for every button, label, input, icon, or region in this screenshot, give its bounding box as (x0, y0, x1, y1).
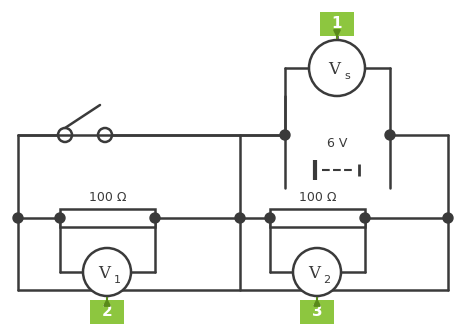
Circle shape (442, 213, 452, 223)
Bar (269, 209, 364, 227)
Circle shape (359, 213, 369, 223)
Circle shape (55, 213, 65, 223)
Text: 3: 3 (311, 304, 322, 319)
Text: 6 V: 6 V (326, 137, 347, 150)
Circle shape (308, 40, 364, 96)
Text: 1: 1 (331, 16, 342, 31)
Circle shape (83, 248, 131, 296)
Circle shape (292, 248, 340, 296)
Text: s: s (344, 71, 349, 81)
Bar (60, 209, 155, 227)
Circle shape (234, 213, 244, 223)
Text: V: V (307, 265, 319, 282)
FancyBboxPatch shape (319, 12, 353, 36)
Text: V: V (98, 265, 110, 282)
Circle shape (384, 130, 394, 140)
Circle shape (13, 213, 23, 223)
Text: 1: 1 (113, 275, 120, 285)
Text: 2: 2 (101, 304, 112, 319)
Text: 100 Ω: 100 Ω (88, 191, 126, 204)
Circle shape (150, 213, 160, 223)
FancyBboxPatch shape (90, 300, 124, 324)
Circle shape (279, 130, 289, 140)
Circle shape (264, 213, 275, 223)
FancyBboxPatch shape (300, 300, 333, 324)
Text: 100 Ω: 100 Ω (298, 191, 336, 204)
Text: 2: 2 (323, 275, 330, 285)
Text: V: V (327, 60, 339, 77)
